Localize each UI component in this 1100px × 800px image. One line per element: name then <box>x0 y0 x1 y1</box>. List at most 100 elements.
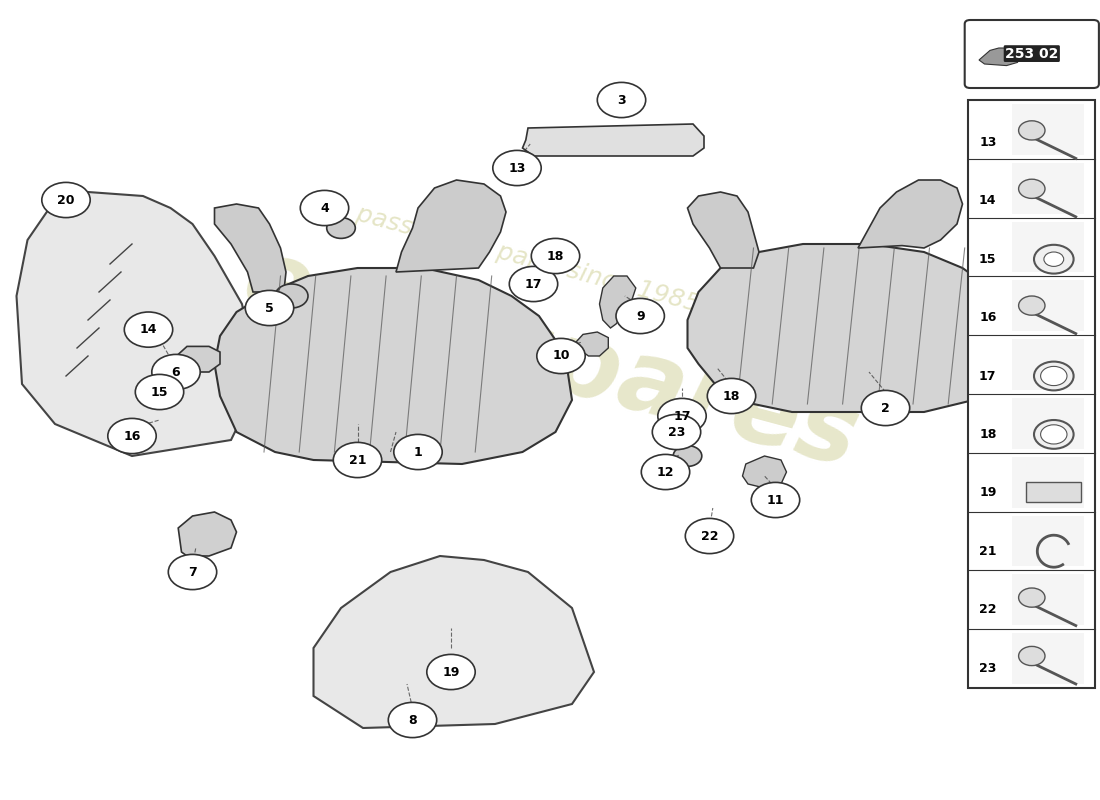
Circle shape <box>1019 296 1045 315</box>
Polygon shape <box>688 192 759 268</box>
Text: 15: 15 <box>151 386 168 398</box>
Text: 17: 17 <box>525 278 542 290</box>
Circle shape <box>388 702 437 738</box>
Circle shape <box>1034 245 1074 274</box>
Text: 12: 12 <box>657 466 674 478</box>
Circle shape <box>616 298 664 334</box>
Circle shape <box>509 266 558 302</box>
Circle shape <box>707 378 756 414</box>
Polygon shape <box>688 244 1012 412</box>
Bar <box>1012 281 1084 331</box>
Text: 5: 5 <box>265 302 274 314</box>
Circle shape <box>1044 252 1064 266</box>
Polygon shape <box>576 332 608 356</box>
Bar <box>1012 398 1084 449</box>
Text: 253 02: 253 02 <box>1005 46 1058 61</box>
Text: 9: 9 <box>636 310 645 322</box>
Text: 4: 4 <box>320 202 329 214</box>
Bar <box>1012 104 1084 154</box>
Bar <box>1012 634 1084 684</box>
Text: 8: 8 <box>408 714 417 726</box>
Text: 10: 10 <box>552 350 570 362</box>
Polygon shape <box>742 456 786 488</box>
Circle shape <box>861 390 910 426</box>
Circle shape <box>673 446 702 466</box>
FancyBboxPatch shape <box>968 100 1094 688</box>
Text: 2: 2 <box>881 402 890 414</box>
Circle shape <box>152 354 200 390</box>
Circle shape <box>1019 121 1045 140</box>
Circle shape <box>493 150 541 186</box>
Circle shape <box>685 518 734 554</box>
Polygon shape <box>600 276 636 328</box>
Circle shape <box>108 418 156 454</box>
Circle shape <box>597 82 646 118</box>
Circle shape <box>537 338 585 374</box>
Text: eurospares: eurospares <box>232 231 868 489</box>
Bar <box>1012 339 1084 390</box>
Circle shape <box>168 554 217 590</box>
Polygon shape <box>16 192 258 456</box>
Text: 16: 16 <box>123 430 141 442</box>
Text: 7: 7 <box>188 566 197 578</box>
Text: 15: 15 <box>979 253 997 266</box>
Circle shape <box>427 654 475 690</box>
Text: 19: 19 <box>979 486 997 499</box>
Circle shape <box>641 454 690 490</box>
Text: 18: 18 <box>547 250 564 262</box>
Bar <box>1012 515 1084 566</box>
Bar <box>1012 574 1084 626</box>
Circle shape <box>333 442 382 478</box>
Polygon shape <box>979 48 1021 66</box>
Text: 1: 1 <box>414 446 422 458</box>
Text: a passion for parts since 1985: a passion for parts since 1985 <box>331 195 703 317</box>
Circle shape <box>1019 179 1045 198</box>
Text: 21: 21 <box>349 454 366 466</box>
Text: 14: 14 <box>979 194 997 207</box>
Text: 22: 22 <box>979 603 997 616</box>
Circle shape <box>124 312 173 347</box>
Text: 21: 21 <box>979 545 997 558</box>
Polygon shape <box>178 346 220 372</box>
Text: 22: 22 <box>701 530 718 542</box>
Circle shape <box>275 284 308 308</box>
Text: 6: 6 <box>172 366 180 378</box>
Circle shape <box>531 238 580 274</box>
Circle shape <box>42 182 90 218</box>
Circle shape <box>658 398 706 434</box>
Circle shape <box>394 434 442 470</box>
Bar <box>1012 163 1084 214</box>
Bar <box>1026 482 1081 502</box>
Bar <box>1012 457 1084 508</box>
Circle shape <box>1034 362 1074 390</box>
Circle shape <box>135 374 184 410</box>
Circle shape <box>1019 588 1045 607</box>
Circle shape <box>1041 425 1067 444</box>
Polygon shape <box>858 180 962 248</box>
Text: 23: 23 <box>668 426 685 438</box>
Text: 13: 13 <box>979 136 997 149</box>
FancyBboxPatch shape <box>965 20 1099 88</box>
Circle shape <box>1034 420 1074 449</box>
Text: 18: 18 <box>979 428 997 441</box>
Polygon shape <box>214 204 286 292</box>
Circle shape <box>751 482 800 518</box>
Text: 13: 13 <box>508 162 526 174</box>
Polygon shape <box>214 268 572 464</box>
Text: 17: 17 <box>979 370 997 382</box>
Text: 16: 16 <box>979 311 997 324</box>
Circle shape <box>652 414 701 450</box>
Circle shape <box>245 290 294 326</box>
Polygon shape <box>178 512 236 556</box>
Circle shape <box>1041 366 1067 386</box>
Polygon shape <box>522 124 704 156</box>
Text: 19: 19 <box>442 666 460 678</box>
Polygon shape <box>396 180 506 272</box>
Text: 14: 14 <box>140 323 157 336</box>
Text: 20: 20 <box>57 194 75 206</box>
Text: 11: 11 <box>767 494 784 506</box>
Text: 3: 3 <box>617 94 626 106</box>
Circle shape <box>300 190 349 226</box>
Text: 18: 18 <box>723 390 740 402</box>
Circle shape <box>327 218 355 238</box>
